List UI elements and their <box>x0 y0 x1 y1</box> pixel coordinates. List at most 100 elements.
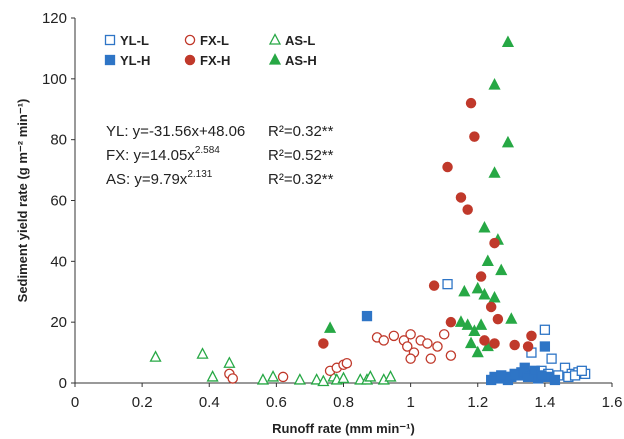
legend-label-as-l: AS-L <box>285 33 315 48</box>
point-yl-h <box>509 368 520 380</box>
y-axis-title: Sediment yield rate (g m⁻² min⁻¹) <box>15 99 30 303</box>
point-fx-h <box>485 301 497 313</box>
legend-label-fx-l: FX-L <box>200 33 229 48</box>
y-tick-label: 60 <box>50 193 67 210</box>
point-fx-l <box>438 329 450 340</box>
point-as-h <box>495 263 508 276</box>
x-tick-label: 1 <box>406 394 414 411</box>
point-fx-h <box>318 338 329 349</box>
x-tick-label: 0 <box>71 394 79 411</box>
point-as-l <box>196 347 209 359</box>
point-yl-h <box>361 310 373 322</box>
point-as-l <box>256 373 270 385</box>
point-as-h <box>501 135 515 148</box>
point-as-h <box>481 254 494 266</box>
legend-label-as-h: AS-H <box>285 53 317 68</box>
y-tick-label: 40 <box>50 253 67 270</box>
point-yl-l <box>442 278 453 290</box>
point-as-l <box>310 373 323 385</box>
point-fx-l <box>341 357 353 369</box>
x-axis-title: Runoff rate (mm min⁻¹) <box>272 421 415 436</box>
series-fx-l <box>224 329 457 384</box>
point-fx-l <box>422 338 433 349</box>
point-as-h <box>471 281 484 294</box>
r-squared-text: R²=0.52** <box>268 147 334 164</box>
legend-label-yl-l: YL-L <box>120 33 149 48</box>
equation-text: YL: y=-31.56x+48.06 <box>106 123 245 140</box>
y-tick-label: 100 <box>42 71 67 88</box>
point-fx-h <box>475 271 487 282</box>
point-fx-l <box>402 341 413 352</box>
point-as-h <box>501 35 515 47</box>
r-squared-text: R²=0.32** <box>268 123 334 140</box>
point-as-h <box>478 220 491 233</box>
point-fx-h <box>489 237 500 249</box>
legend-marker-yl-l <box>104 34 116 46</box>
x-tick-label: 1.4 <box>534 394 555 411</box>
point-fx-l <box>277 371 289 383</box>
legend-marker-yl-h <box>104 54 116 66</box>
point-fx-h <box>469 131 480 142</box>
x-tick-label: 0.8 <box>333 394 354 411</box>
point-yl-l <box>576 365 587 376</box>
point-as-l <box>206 370 219 382</box>
point-fx-l <box>445 350 457 361</box>
point-as-l <box>266 370 280 382</box>
point-as-h <box>488 78 501 90</box>
y-tick-label: 120 <box>42 10 67 27</box>
point-fx-h <box>479 335 490 346</box>
point-as-l <box>364 370 377 382</box>
point-as-h <box>471 345 484 358</box>
point-fx-h <box>509 339 520 351</box>
y-tick-label: 0 <box>59 375 67 392</box>
point-as-h <box>454 315 468 327</box>
point-as-h <box>478 287 491 300</box>
point-fx-h <box>445 316 457 328</box>
x-tick-label: 0.2 <box>132 394 153 411</box>
point-as-l <box>149 350 162 362</box>
x-tick-label: 1.2 <box>467 394 488 411</box>
x-tick-label: 0.6 <box>266 394 287 411</box>
point-fx-h <box>492 313 504 325</box>
point-as-l <box>223 356 236 368</box>
point-yl-h <box>522 371 534 383</box>
equation-text: FX: y=14.05x2.584 <box>106 145 220 164</box>
point-as-l <box>293 373 306 385</box>
point-as-h <box>464 336 478 349</box>
plot-area <box>74 18 612 384</box>
point-as-h <box>488 166 501 178</box>
point-fx-l <box>432 341 443 352</box>
data-points <box>149 35 591 387</box>
y-tick-label: 80 <box>50 132 67 149</box>
point-as-h <box>468 324 481 336</box>
point-yl-h <box>536 370 547 381</box>
legend-marker-fx-l <box>184 34 196 46</box>
equation-exponent: 2.131 <box>187 169 212 180</box>
point-fx-h <box>526 330 537 342</box>
point-yl-l <box>539 324 551 335</box>
point-as-l <box>384 370 397 382</box>
point-fx-l <box>405 353 416 364</box>
y-tick-label: 20 <box>50 314 67 331</box>
point-as-h <box>323 321 337 333</box>
point-as-h <box>488 290 501 303</box>
point-fx-l <box>227 373 238 384</box>
x-tick-label: 0.4 <box>199 394 220 411</box>
legend-label-fx-h: FX-H <box>200 53 230 68</box>
point-as-h <box>461 318 474 330</box>
point-as-h <box>505 312 518 324</box>
series-as-h <box>323 35 518 358</box>
y-axis-ticks: 0 20 40 60 80 100 120 <box>42 10 75 392</box>
point-fx-h <box>428 280 440 291</box>
point-yl-l <box>546 353 557 364</box>
point-as-h <box>458 284 471 297</box>
point-yl-h <box>549 374 561 386</box>
point-as-l <box>337 371 350 384</box>
series-fx-h <box>318 97 537 352</box>
x-tick-label: 1.6 <box>602 394 623 411</box>
equation-exponent: 2.584 <box>195 145 220 156</box>
x-axis-ticks: 0 0.2 0.4 0.6 0.8 1 1.2 1.4 1.6 <box>71 383 623 411</box>
point-fx-h <box>455 192 467 203</box>
equation-text: AS: y=9.79x2.131 <box>106 169 213 188</box>
